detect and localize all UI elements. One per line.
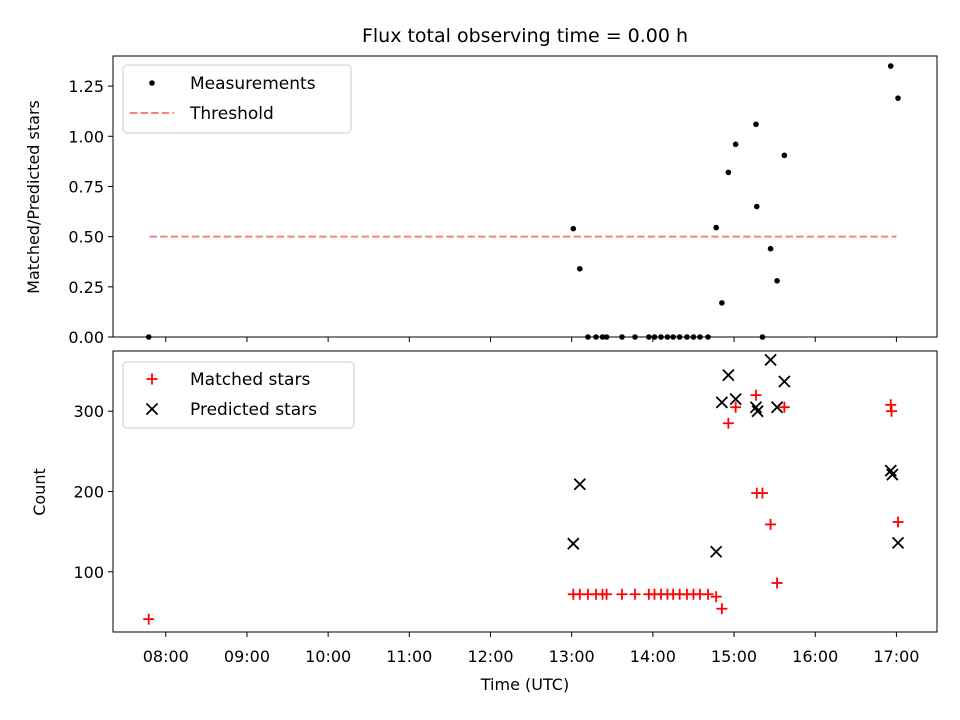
legend-measurements-label: Measurements [190,74,316,94]
matched-star-point [756,487,768,499]
top-y-tick-label: 0.75 [68,177,104,196]
predicted-star-point [770,401,784,414]
x-tick-label: 08:00 [143,647,189,666]
x-tick-label: 09:00 [224,647,270,666]
bottom-legend: Matched stars Predicted stars [122,361,355,429]
predicted-star-point [751,405,764,418]
predicted-star-point [722,368,735,382]
bottom-y-tick-label: 100 [73,563,104,582]
matched-star-point [771,577,783,589]
legend-predicted-label: Predicted stars [190,400,317,420]
matched-star-point [716,603,728,615]
matched-star-point [143,613,155,625]
x-tick-label: 12:00 [467,647,513,666]
top-axes-frame [112,55,938,338]
top-legend: Measurements Threshold [122,64,352,134]
matched-star-point [629,588,641,600]
top-y-tick-label: 0.25 [68,278,104,297]
top-y-tick-label: 1.00 [68,127,104,146]
x-tick-label: 17:00 [873,647,919,666]
predicted-star-point [884,464,897,477]
bottom-legend-frame [122,361,355,429]
top-panel: 0.00 0.25 0.50 0.75 1.00 1.25 Matched/Predict… [24,55,938,347]
matched-star-point [892,516,904,528]
matched-star-point [886,405,898,417]
matched-star-point [750,389,762,401]
x-tick-label: 13:00 [549,647,595,666]
x-axis-label: Time (UTC) [480,675,569,694]
measurement-point [719,300,725,306]
measurement-point [576,265,583,272]
predicted-star-point [729,393,742,406]
measurement-point [774,278,780,284]
top-plot-area: 0.00 0.25 0.50 0.75 1.00 1.25 [68,55,938,347]
top-y-axis-label: Matched/Predicted stars [24,100,43,294]
predicted-star-point [891,536,905,550]
x-tick-label: 16:00 [792,647,838,666]
predicted-star-point [749,401,763,414]
bottom-y-tick-label: 200 [73,483,104,502]
top-legend-frame [122,64,352,134]
matched-star-point [601,588,613,600]
measurement-point [895,95,901,101]
measurement-point [570,225,577,232]
matched-star-point [710,591,722,603]
matched-star-point [778,401,790,413]
measurement-point [725,169,732,176]
top-y-tick-label: 1.25 [68,77,104,96]
bottom-panel: 100 200 300 08:00 09:00 10:00 11:00 12:00 13:00 1… [30,350,938,694]
matched-star-point [702,588,714,600]
predicted-star-point [573,478,586,491]
measurement-point [713,224,719,231]
measurement-point [753,121,759,128]
predicted-star-point [710,545,723,558]
predicted-star-point [764,353,777,366]
top-y-tick-label: 0.50 [68,228,104,247]
legend-predicted-marker [145,402,159,416]
predicted-star-point [886,468,899,481]
measurement-point [753,203,760,210]
predicted-star-point [715,396,729,409]
x-tick-label: 14:00 [630,647,676,666]
x-tick-label: 15:00 [711,647,757,666]
chart-title: Flux total observing time = 0.00 h [362,25,688,47]
x-tick-label: 11:00 [386,647,432,666]
x-tick-label: 10:00 [305,647,351,666]
legend-matched-label: Matched stars [190,370,310,390]
measurement-point [781,152,788,159]
measurement-point [887,63,894,69]
matched-star-point [730,401,742,413]
matched-star-point [616,588,628,600]
matched-star-point [765,518,777,530]
legend-matched-marker [146,373,158,385]
matched-star-point [722,417,734,429]
bottom-plot-area: 100 200 300 08:00 09:00 10:00 11:00 12:00 13:00 1… [73,350,938,666]
legend-threshold-label: Threshold [189,104,274,124]
legend-measurements-marker [149,80,155,86]
measurement-point [767,245,774,252]
predicted-star-point [567,537,580,550]
predicted-star-point [778,375,791,388]
bottom-y-tick-label: 300 [73,402,104,421]
measurement-point [732,141,739,148]
top-y-tick-label: 0.00 [68,328,104,347]
bottom-y-axis-label: Count [30,468,49,516]
